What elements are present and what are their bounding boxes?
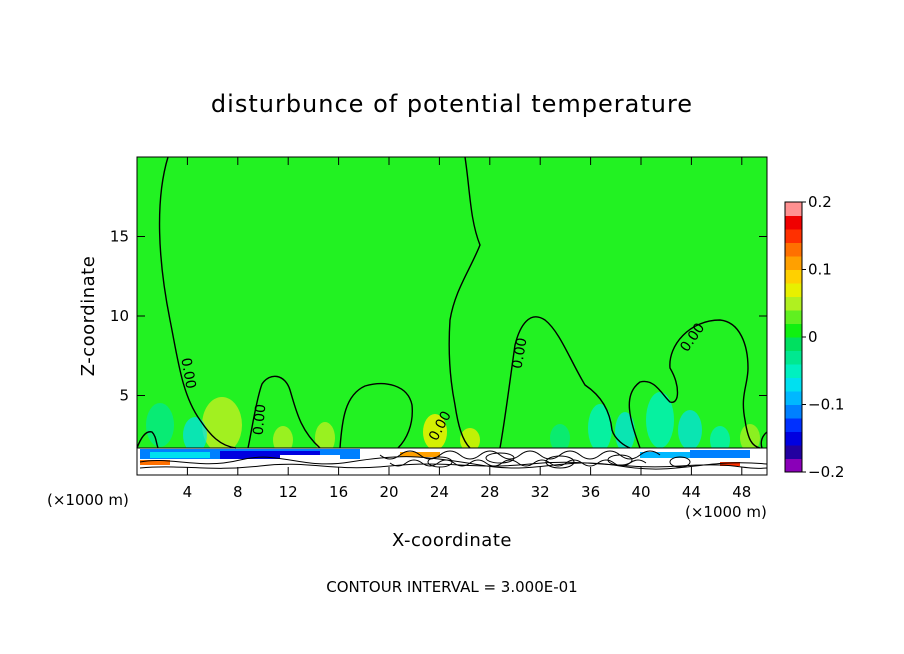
zero-contour-3 <box>247 375 321 449</box>
y-tick-label: 10 <box>110 307 129 325</box>
colorbar-tick-label: −0.1 <box>808 396 844 414</box>
x-tick-label: 16 <box>329 483 348 501</box>
y-axis-label: Z-coordinate <box>78 256 99 377</box>
zero-contour-1 <box>158 156 237 449</box>
zero-contour-6 <box>628 319 761 449</box>
x-axis-label: X-coordinate <box>392 530 512 551</box>
colorbar-swatch <box>785 337 802 351</box>
colorbar-swatch <box>785 377 802 392</box>
contour-label-2: 0.00 <box>251 403 270 435</box>
colorbar-swatch <box>785 215 802 230</box>
colorbar-ticks: 0.2 0.1 0 −0.1 −0.2 <box>802 193 844 481</box>
zero-contour-4 <box>339 382 414 449</box>
x-tick-label: 12 <box>279 483 298 501</box>
colorbar-swatch <box>785 391 802 405</box>
x-tick-label: 32 <box>531 483 550 501</box>
colorbar-tick-label: 0.2 <box>808 193 832 211</box>
x-tick-label: 28 <box>480 483 499 501</box>
contour-label-4: 0.00 <box>509 337 530 370</box>
x-tick-label: 48 <box>732 483 751 501</box>
chart-title: disturbunce of potential temperature <box>211 90 693 118</box>
y-tick-label: 5 <box>119 387 129 405</box>
colorbar-swatch <box>785 242 802 257</box>
colorbar-swatch <box>785 418 802 432</box>
colorbar-swatch <box>785 269 802 284</box>
surface-layer <box>137 447 768 475</box>
x-tick-label: 4 <box>183 483 193 501</box>
colorbar-tick-label: −0.2 <box>808 463 844 481</box>
x-axis-ticks: 4 8 12 16 20 24 28 32 36 40 44 48 <box>183 157 751 501</box>
x-tick-label: 36 <box>581 483 600 501</box>
colorbar-swatch <box>785 256 802 270</box>
y-axis-ticks: 5 10 15 <box>110 228 767 405</box>
contour-lines <box>136 156 768 449</box>
colorbar-swatch <box>785 431 802 446</box>
colorbar-swatch <box>785 310 802 324</box>
colorbar-swatch <box>785 283 802 297</box>
zero-contour-7 <box>136 431 159 449</box>
contour-label-1: 0.00 <box>177 357 198 390</box>
colorbar-swatch <box>785 296 802 311</box>
colorbar-swatch <box>785 350 802 365</box>
x-unit-left: (×1000 m) <box>47 491 129 509</box>
x-tick-label: 20 <box>379 483 398 501</box>
colorbar-swatch <box>785 458 802 473</box>
colorbar <box>784 201 803 473</box>
zero-contour-5 <box>499 316 631 449</box>
x-tick-label: 40 <box>631 483 650 501</box>
colorbar-swatch <box>785 202 802 216</box>
colorbar-swatch <box>785 229 802 243</box>
y-tick-label: 15 <box>110 228 129 246</box>
colorbar-tick-label: 0 <box>808 328 818 346</box>
contour-interval-note: CONTOUR INTERVAL = 3.000E-01 <box>326 578 577 596</box>
colorbar-swatch <box>785 404 802 419</box>
x-tick-label: 44 <box>682 483 701 501</box>
x-unit-right: (×1000 m) <box>685 503 767 521</box>
plot-area: 0.00 0.00 0.00 0.00 0.00 <box>136 156 768 476</box>
zero-contour-2 <box>448 156 481 449</box>
x-tick-label: 8 <box>233 483 243 501</box>
colorbar-swatch <box>785 323 802 338</box>
x-tick-label: 24 <box>430 483 449 501</box>
colorbar-swatch <box>785 445 802 459</box>
colorbar-swatch <box>785 364 802 378</box>
colorbar-tick-label: 0.1 <box>808 261 832 279</box>
zero-contour-8 <box>760 431 768 449</box>
